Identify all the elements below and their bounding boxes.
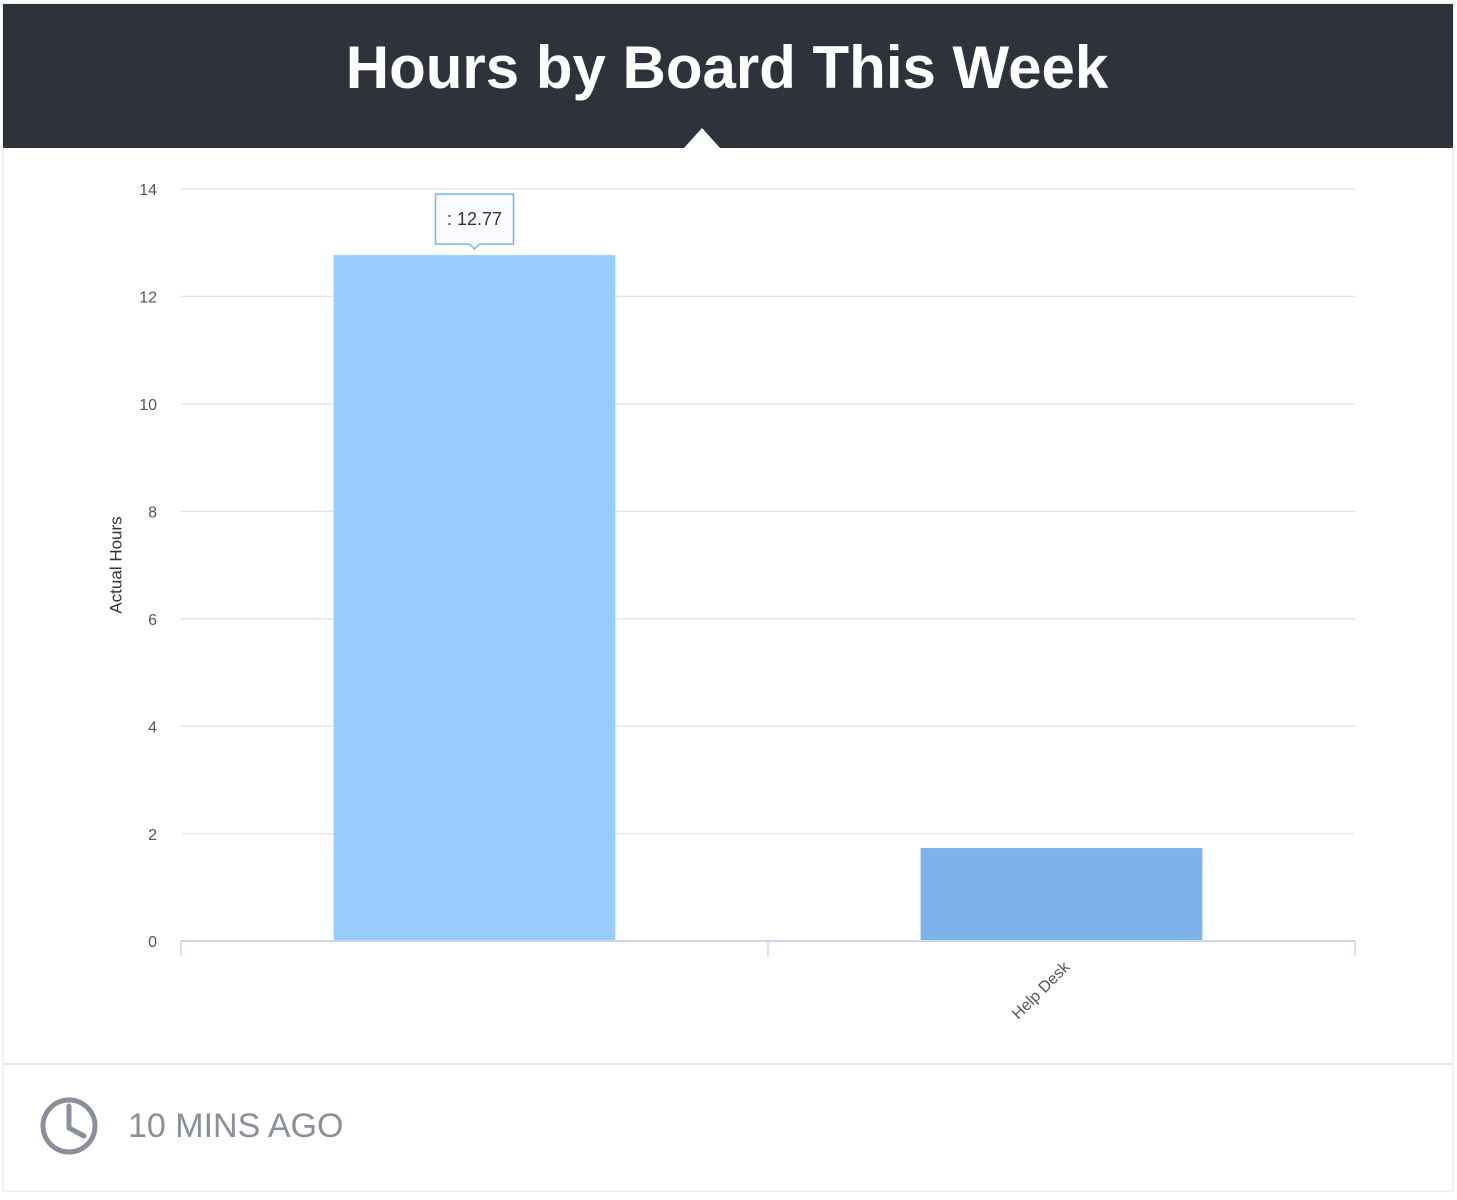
y-axis-label: Actual Hours xyxy=(106,516,125,613)
y-tick-label: 2 xyxy=(148,827,157,844)
title: Hours by Board This Week xyxy=(346,34,1109,101)
y-tick-label: 0 xyxy=(148,934,157,951)
tooltip-box xyxy=(434,193,515,251)
bar xyxy=(333,255,616,941)
data-label: : 12.77 xyxy=(447,209,502,229)
card xyxy=(2,3,1454,1192)
clock-icon xyxy=(40,1097,98,1155)
updated-time: 10 MINS AGO xyxy=(128,1107,343,1145)
header xyxy=(3,4,1453,148)
y-tick-label: 4 xyxy=(148,719,157,736)
y-tick-label: 10 xyxy=(139,397,157,414)
y-tick-label: 6 xyxy=(148,612,157,629)
y-tick-label: 12 xyxy=(139,290,157,307)
y-tick-label: 8 xyxy=(148,505,157,522)
notch xyxy=(684,128,720,148)
bar xyxy=(920,848,1203,941)
y-tick-label: 14 xyxy=(139,182,157,199)
